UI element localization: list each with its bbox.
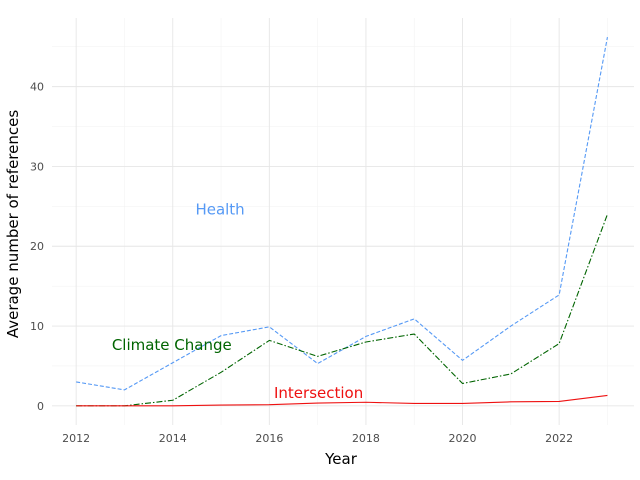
y-tick-label: 0	[37, 400, 44, 413]
x-tick-label: 2014	[159, 432, 187, 445]
series-labels: Health Climate Change Intersection	[112, 201, 363, 403]
axis-ticks: 2012 2014 2016 2018 2020 2022 0 10 20 30 40	[30, 81, 573, 445]
y-tick-label: 30	[30, 160, 44, 173]
x-tick-label: 2016	[255, 432, 283, 445]
x-axis-title: Year	[324, 450, 358, 468]
y-axis-title: Average number of references	[4, 110, 22, 339]
x-tick-label: 2018	[352, 432, 380, 445]
series-lines	[76, 37, 608, 407]
series-label-climate-change: Climate Change	[112, 336, 232, 354]
series-line-climate-change	[76, 214, 608, 407]
y-tick-label: 20	[30, 240, 44, 253]
x-tick-label: 2020	[449, 432, 477, 445]
x-tick-label: 2012	[62, 432, 90, 445]
series-label-health: Health	[195, 201, 244, 219]
y-tick-label: 10	[30, 320, 44, 333]
grid	[52, 18, 634, 425]
series-line-intersection	[76, 394, 608, 407]
series-label-intersection: Intersection	[274, 384, 363, 402]
series-line-health	[76, 37, 608, 391]
y-tick-label: 40	[30, 81, 44, 94]
x-tick-label: 2022	[545, 432, 573, 445]
